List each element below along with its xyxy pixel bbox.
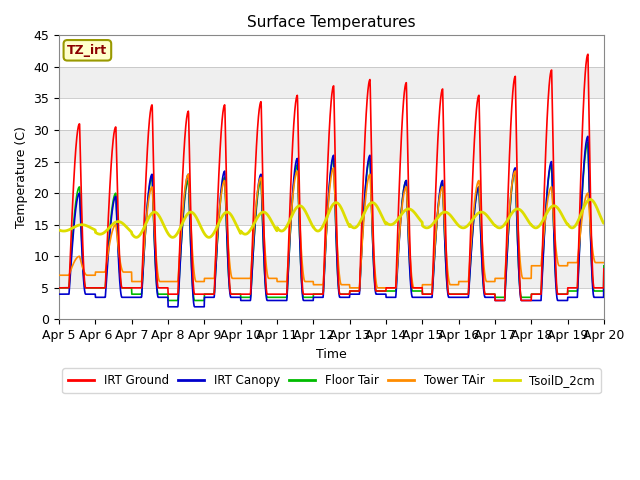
Bar (59, 98, 604, 130)
IRT Ground (584, 51, 592, 57)
Floor Tair (552, 277, 560, 283)
Tower TAir (55, 272, 63, 278)
Title: Surface Temperatures: Surface Temperatures (247, 15, 416, 30)
IRT Canopy (567, 294, 575, 300)
TsoilD_2cm (207, 233, 215, 239)
IRT Ground (348, 288, 355, 294)
IRT Ground (55, 285, 63, 291)
Bar (59, 67, 604, 98)
IRT Ground (207, 291, 215, 297)
Floor Tair (55, 285, 63, 291)
Tower TAir (360, 223, 367, 228)
IRT Ground (552, 267, 560, 273)
Tower TAir (346, 285, 354, 291)
Bar (59, 256, 604, 288)
Bar (59, 225, 604, 256)
Line: IRT Ground: IRT Ground (59, 54, 604, 300)
IRT Canopy (164, 304, 172, 310)
TsoilD_2cm (359, 213, 367, 218)
IRT Canopy (584, 133, 592, 139)
Floor Tair (359, 219, 367, 225)
TsoilD_2cm (55, 227, 63, 233)
Floor Tair (584, 140, 592, 145)
IRT Canopy (55, 291, 63, 297)
Line: IRT Canopy: IRT Canopy (59, 136, 604, 307)
IRT Ground (359, 185, 367, 191)
Bar (59, 130, 604, 162)
Tower TAir (348, 285, 355, 291)
TsoilD_2cm (552, 204, 560, 209)
Floor Tair (164, 298, 172, 303)
Bar (59, 162, 604, 193)
Bar (59, 193, 604, 225)
IRT Canopy (359, 219, 367, 225)
IRT Canopy (348, 291, 355, 297)
TsoilD_2cm (348, 224, 355, 229)
TsoilD_2cm (600, 220, 608, 226)
TsoilD_2cm (567, 225, 575, 230)
Floor Tair (207, 291, 215, 297)
X-axis label: Time: Time (316, 348, 347, 360)
Floor Tair (600, 263, 608, 269)
IRT Ground (600, 266, 608, 272)
Tower TAir (330, 165, 337, 171)
IRT Canopy (207, 294, 215, 300)
Line: Tower TAir: Tower TAir (59, 168, 604, 288)
Floor Tair (567, 288, 575, 294)
Floor Tair (348, 288, 355, 294)
Tower TAir (552, 248, 560, 253)
TsoilD_2cm (132, 234, 140, 240)
Tower TAir (207, 276, 215, 281)
Y-axis label: Temperature (C): Temperature (C) (15, 126, 28, 228)
Line: Floor Tair: Floor Tair (59, 143, 604, 300)
IRT Canopy (552, 283, 560, 288)
Line: TsoilD_2cm: TsoilD_2cm (59, 200, 604, 237)
IRT Ground (567, 285, 575, 291)
TsoilD_2cm (586, 197, 594, 203)
Tower TAir (568, 260, 575, 265)
Tower TAir (490, 279, 498, 285)
Bar (59, 288, 604, 319)
IRT Ground (490, 291, 497, 297)
Legend: IRT Ground, IRT Canopy, Floor Tair, Tower TAir, TsoilD_2cm: IRT Ground, IRT Canopy, Floor Tair, Towe… (62, 368, 601, 393)
TsoilD_2cm (490, 222, 498, 228)
IRT Ground (492, 298, 499, 303)
IRT Canopy (600, 266, 608, 272)
Floor Tair (490, 291, 498, 297)
Text: TZ_irt: TZ_irt (67, 44, 108, 57)
IRT Canopy (490, 294, 498, 300)
Bar (59, 36, 604, 67)
Tower TAir (600, 260, 608, 265)
